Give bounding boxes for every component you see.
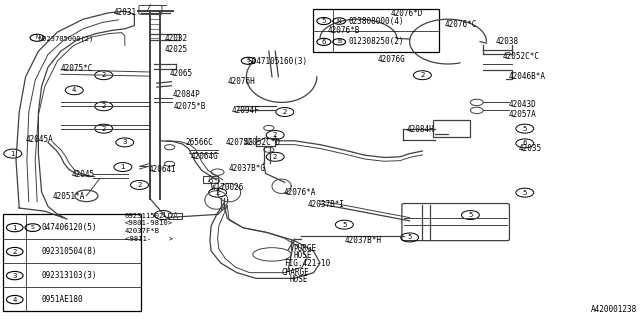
Text: 092311502: 092311502 — [125, 213, 164, 219]
Text: 42031: 42031 — [114, 8, 137, 17]
Text: S047105160(3): S047105160(3) — [247, 57, 307, 66]
Text: <9801-9810>: <9801-9810> — [125, 220, 173, 226]
Text: 2: 2 — [420, 72, 424, 78]
Text: 42064G: 42064G — [191, 152, 218, 161]
Text: 42065: 42065 — [170, 69, 193, 78]
Text: 092310504(8): 092310504(8) — [42, 247, 97, 256]
Text: 1: 1 — [120, 164, 125, 170]
Text: N023705000(2): N023705000(2) — [38, 35, 93, 42]
Text: 26566C: 26566C — [186, 138, 213, 147]
Text: 4: 4 — [13, 297, 17, 303]
Text: 047406120(5): 047406120(5) — [42, 223, 97, 232]
Text: N: N — [35, 35, 39, 40]
Text: 012308250(2): 012308250(2) — [348, 37, 404, 46]
Text: 42076*B: 42076*B — [328, 26, 360, 35]
Text: 42076G: 42076G — [378, 55, 405, 64]
Text: 42076H: 42076H — [227, 77, 255, 86]
Text: 42051*A: 42051*A — [52, 192, 85, 201]
Text: 5: 5 — [342, 222, 346, 228]
Text: 42035: 42035 — [518, 144, 541, 153]
Text: 42064I: 42064I — [149, 165, 177, 174]
Text: 42037F*B: 42037F*B — [125, 228, 160, 234]
Text: 42032: 42032 — [165, 34, 188, 43]
Text: 2: 2 — [283, 109, 287, 115]
Text: S: S — [246, 58, 250, 63]
Text: 2: 2 — [13, 249, 17, 255]
Text: 42038: 42038 — [496, 37, 519, 46]
Text: 42052C*D: 42052C*D — [243, 138, 280, 147]
Text: 42045: 42045 — [72, 170, 95, 179]
Text: CHARGE: CHARGE — [282, 268, 309, 277]
Text: 42052C*C: 42052C*C — [502, 52, 540, 61]
Text: 1: 1 — [161, 212, 166, 218]
Text: 42075*C: 42075*C — [61, 64, 93, 73]
Text: 42046B*A: 42046B*A — [509, 72, 546, 81]
Text: 2: 2 — [102, 72, 106, 78]
Text: 42094F: 42094F — [232, 106, 259, 115]
Text: 42076*A: 42076*A — [284, 188, 316, 197]
Text: 42084P: 42084P — [173, 90, 200, 99]
Text: B: B — [337, 39, 341, 44]
Text: 42075*B: 42075*B — [174, 102, 207, 111]
Text: 6: 6 — [321, 39, 326, 45]
Text: 2: 2 — [138, 182, 141, 188]
Text: S: S — [31, 225, 35, 230]
Text: 42057A: 42057A — [509, 110, 536, 119]
Text: 42084H: 42084H — [406, 125, 434, 134]
Text: A: A — [173, 212, 178, 221]
Text: HOSE: HOSE — [293, 252, 312, 260]
Text: 5: 5 — [468, 212, 472, 218]
Text: 42075G: 42075G — [226, 138, 253, 147]
Text: 3: 3 — [12, 273, 17, 279]
Text: 2: 2 — [273, 154, 277, 160]
Text: <9811-    >: <9811- > — [125, 236, 173, 242]
Text: 2: 2 — [273, 132, 277, 138]
Text: 2: 2 — [216, 190, 220, 196]
Text: 6: 6 — [522, 140, 527, 146]
Text: 0951AE180: 0951AE180 — [42, 295, 83, 304]
Text: 5: 5 — [523, 190, 527, 196]
Text: PURGE: PURGE — [293, 244, 316, 253]
Text: 023808000(4): 023808000(4) — [348, 17, 404, 26]
Text: 5: 5 — [523, 126, 527, 132]
Text: 42043D: 42043D — [509, 100, 536, 109]
Text: 42045A: 42045A — [26, 135, 53, 144]
Text: 3: 3 — [122, 140, 127, 145]
Text: FIG.421-10: FIG.421-10 — [284, 259, 330, 268]
Text: 42076*D: 42076*D — [390, 9, 423, 18]
Text: 1: 1 — [12, 225, 17, 231]
Text: 2: 2 — [102, 126, 106, 132]
Text: 42037B*I: 42037B*I — [307, 200, 344, 209]
Text: HOSE: HOSE — [289, 275, 308, 284]
Text: 42025: 42025 — [165, 45, 188, 54]
Text: 2: 2 — [102, 103, 106, 109]
Text: A: A — [208, 175, 213, 184]
Text: 092313103(3): 092313103(3) — [42, 271, 97, 280]
Text: 42037B*H: 42037B*H — [344, 236, 381, 245]
Text: 5: 5 — [322, 18, 326, 24]
Text: 42037B*G: 42037B*G — [229, 164, 266, 173]
Text: 4: 4 — [72, 87, 76, 93]
Text: W170026: W170026 — [211, 183, 244, 192]
Text: A420001238: A420001238 — [591, 305, 637, 314]
Text: 1: 1 — [10, 151, 15, 156]
Text: 5: 5 — [408, 235, 412, 240]
Text: N: N — [337, 19, 342, 24]
Text: 42076*C: 42076*C — [445, 20, 477, 28]
